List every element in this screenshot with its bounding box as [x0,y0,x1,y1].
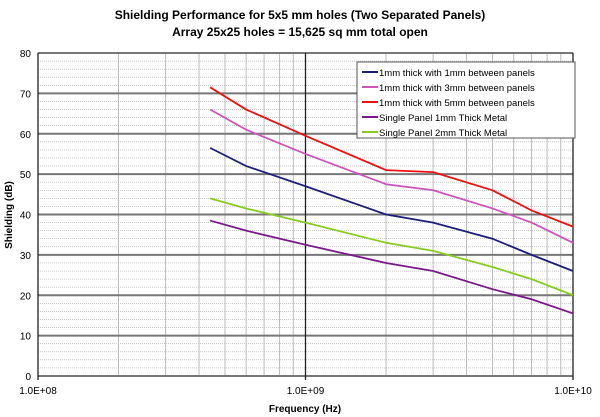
x-tick-label: 1.0E+09 [287,386,325,397]
y-tick-label: 0 [25,372,31,383]
legend-entry: Single Panel 1mm Thick Metal [379,113,507,124]
y-tick-label: 20 [20,291,32,302]
series-line [209,197,574,297]
y-tick-label: 80 [20,49,32,60]
y-tick-label: 60 [20,130,32,141]
y-tick-label: 40 [20,211,32,222]
y-tick-label: 50 [20,170,32,181]
legend-entry: 1mm thick with 1mm between panels [379,68,535,79]
series-line [209,147,574,272]
x-tick-label: 1.0E+10 [554,386,592,397]
legend-entry: Single Panel 2mm Thick Metal [379,128,507,139]
y-tick-label: 10 [20,332,32,343]
series-line [209,108,574,244]
y-tick-label: 70 [20,89,32,100]
series-line [209,86,574,228]
y-tick-label: 30 [20,251,32,262]
legend-entry: 1mm thick with 5mm between panels [379,98,535,109]
series-line [209,219,574,315]
legend-entry: 1mm thick with 3mm between panels [379,83,535,94]
y-axis-label: Shielding (dB) [4,181,15,249]
chart-subtitle: Array 25x25 holes = 15,625 sq mm total o… [172,25,428,39]
legend-box [356,61,576,139]
x-tick-label: 1.0E+08 [19,386,57,397]
chart-title: Shielding Performance for 5x5 mm holes (… [115,8,486,22]
x-axis-label: Frequency (Hz) [269,404,341,415]
